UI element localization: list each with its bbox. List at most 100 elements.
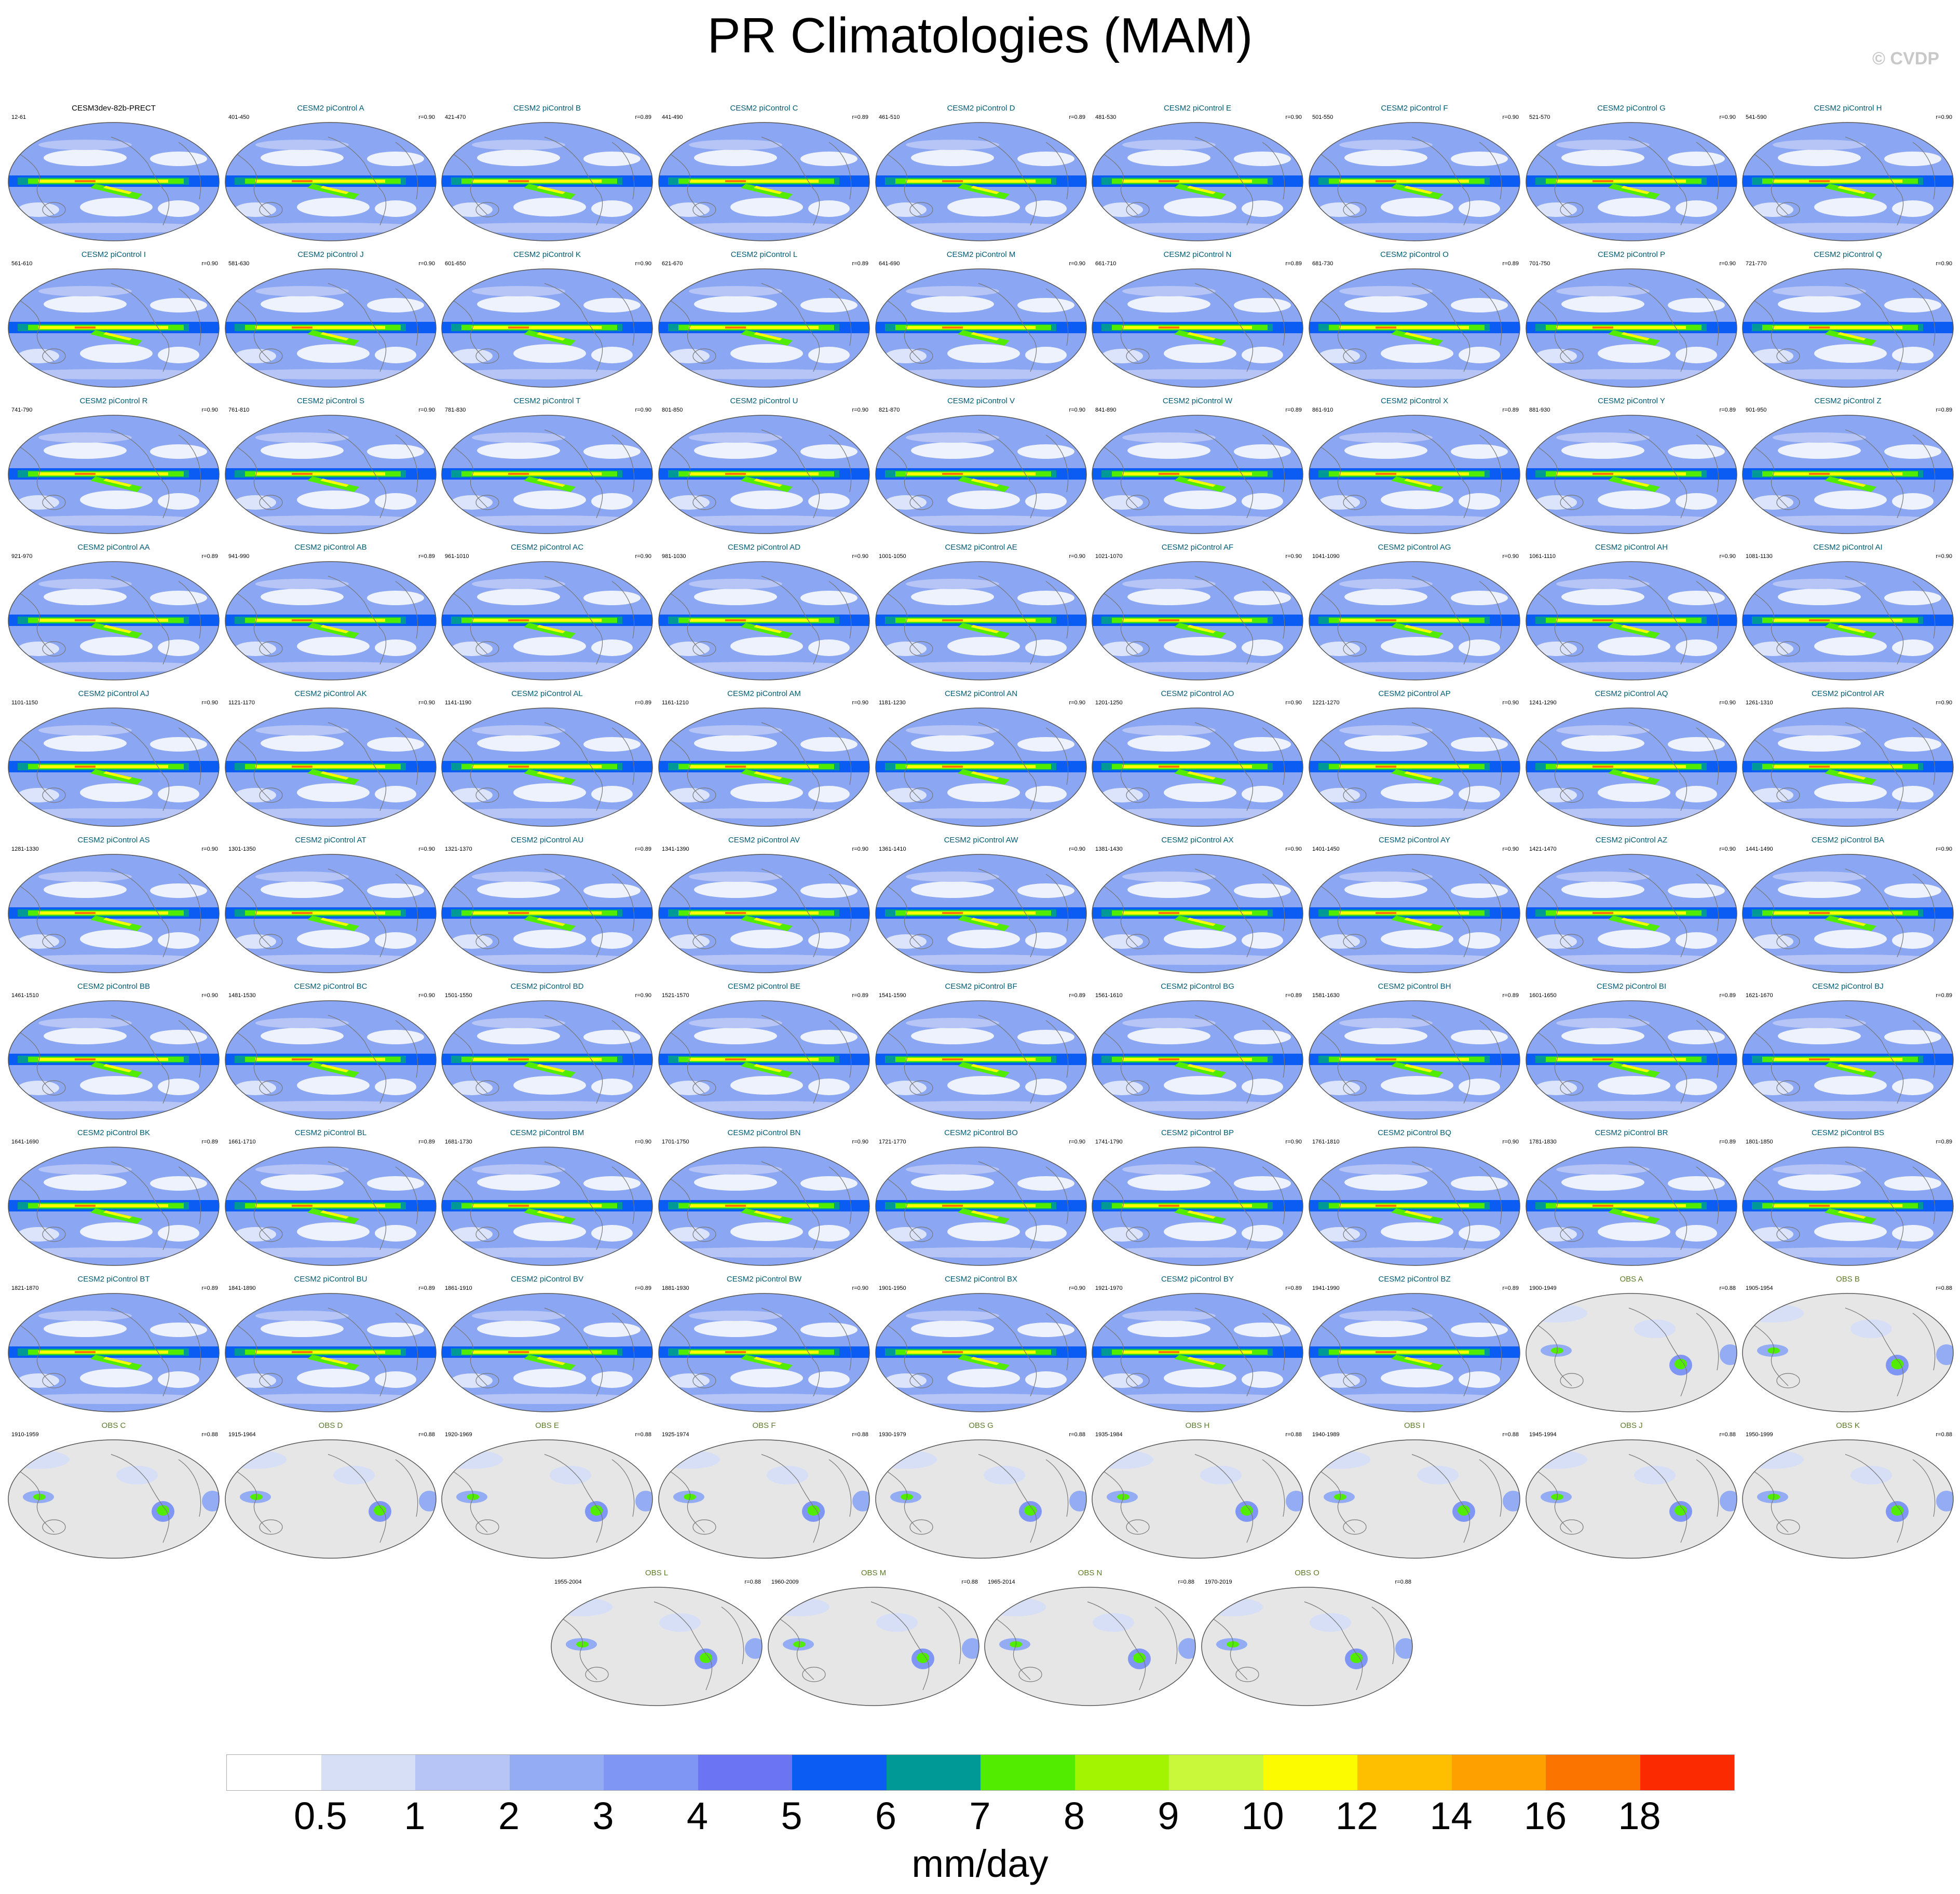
panel-correlation: r=0.90 [1936,261,1953,267]
map-panel: CESM2 piControl AO 1201-1250 r=0.90 [1091,689,1304,827]
precip-map [658,1000,870,1120]
panel-correlation: r=0.89 [1502,407,1519,413]
map-panel: CESM2 piControl AF 1021-1070 r=0.90 [1091,543,1304,681]
panel-correlation: r=0.89 [635,1285,652,1291]
panel-correlation: r=0.90 [852,1285,869,1291]
map-panel: OBS A 1900-1949 r=0.88 [1525,1275,1738,1413]
panel-correlation: r=0.90 [635,553,652,560]
panel-correlation: r=0.89 [1285,992,1302,999]
precip-map [1742,1000,1954,1120]
precip-map [1092,707,1303,827]
panel-correlation: r=0.88 [1069,1432,1086,1438]
map-panel: CESM2 piControl BX 1901-1950 r=0.90 [875,1275,1087,1413]
precip-map [225,268,437,388]
panel-correlation: r=0.88 [961,1579,978,1585]
panel-correlation: r=0.90 [201,700,219,706]
panel-title: CESM2 piControl G [1597,104,1666,113]
panel-title: CESM2 piControl AL [511,689,583,698]
panel-years: 961-1010 [445,553,469,560]
panel-title: CESM2 piControl AE [945,543,1017,552]
panel-correlation: r=0.90 [1719,114,1736,120]
panel-years: 1901-1950 [879,1285,906,1291]
precip-map [1742,415,1954,534]
map-panel: CESM2 piControl AN 1181-1230 r=0.90 [875,689,1087,827]
panel-years: 1421-1470 [1529,846,1557,852]
panel-years: 641-690 [879,261,900,267]
map-panel: CESM2 piControl BD 1501-1550 r=0.90 [441,982,654,1120]
map-panel: CESM2 piControl AU 1321-1370 r=0.89 [441,836,654,974]
precip-map [1092,415,1303,534]
precip-map [1742,1439,1954,1559]
map-panel: CESM2 piControl P 701-750 r=0.90 [1525,250,1738,388]
panel-title: CESM2 piControl BH [1378,982,1451,991]
panel-years: 661-710 [1095,261,1117,267]
panel-correlation: r=0.90 [1285,846,1302,852]
panel-years: 421-470 [445,114,466,120]
colorbar-segment [321,1755,415,1790]
precip-map [658,268,870,388]
precip-map [1092,561,1303,680]
panel-years: 1925-1974 [662,1432,689,1438]
map-panel: CESM2 piControl AZ 1421-1470 r=0.90 [1525,836,1738,974]
colorbar-units: mm/day [911,1842,1049,1885]
precip-map [1526,415,1737,534]
panel-correlation: r=0.89 [852,261,869,267]
colorbar-tick-label: 1 [404,1794,426,1837]
precip-map [8,415,220,534]
precip-map [441,707,653,827]
precip-map [658,415,870,534]
panel-years: 1741-1790 [1095,1139,1123,1145]
panel-correlation: r=0.89 [201,1139,219,1145]
map-panel: CESM2 piControl BY 1921-1970 r=0.89 [1091,1275,1304,1413]
precip-map [1092,1147,1303,1266]
map-panel: CESM2 piControl BZ 1941-1990 r=0.89 [1308,1275,1521,1413]
panel-correlation: r=0.90 [1069,261,1086,267]
panel-title: CESM2 piControl R [79,397,148,405]
precip-map [768,1587,979,1706]
panel-title: CESM2 piControl AP [1378,689,1451,698]
panel-years: 1101-1150 [11,700,38,706]
map-panel: CESM2 piControl BR 1781-1830 r=0.89 [1525,1128,1738,1266]
panel-title: CESM2 piControl AV [728,836,800,844]
panel-correlation: r=0.90 [1502,700,1519,706]
panel-correlation: r=0.90 [1069,1139,1086,1145]
precip-map [1092,1293,1303,1412]
precip-map [8,1439,220,1559]
panel-years: 921-970 [11,553,33,560]
map-panel: OBS J 1945-1994 r=0.88 [1525,1421,1738,1559]
precip-map [1742,268,1954,388]
panel-correlation: r=0.88 [852,1432,869,1438]
precip-map [225,707,437,827]
panel-years: 941-990 [228,553,250,560]
panel-title: CESM2 piControl AN [944,689,1018,698]
panel-years: 1061-1110 [1529,553,1556,560]
colorbar-segment [981,1755,1075,1790]
panel-years: 601-650 [445,261,466,267]
panel-title: CESM3dev-82b-PRECT [72,104,156,113]
panel-correlation: r=0.89 [635,700,652,706]
panel-years: 1181-1230 [879,700,906,706]
panel-title: CESM2 piControl AF [1161,543,1234,552]
map-panel: CESM2 piControl AP 1221-1270 r=0.90 [1308,689,1521,827]
panel-title: CESM2 piControl S [296,397,365,405]
map-panel: CESM2 piControl BG 1561-1610 r=0.89 [1091,982,1304,1120]
colorbar-tick-label: 9 [1158,1794,1179,1837]
panel-years: 1841-1890 [228,1285,256,1291]
precip-map [225,561,437,680]
panel-years: 901-950 [1746,407,1767,413]
precip-map [1526,122,1737,241]
panel-years: 461-510 [879,114,900,120]
colorbar-tick-label: 2 [498,1794,520,1837]
map-panel: CESM2 piControl AE 1001-1050 r=0.90 [875,543,1087,681]
precip-map [875,854,1087,973]
panel-correlation: r=0.88 [635,1432,652,1438]
panel-correlation: r=0.90 [1719,846,1736,852]
panel-correlation: r=0.88 [744,1579,761,1585]
colorbar-tick-label: 10 [1241,1794,1284,1837]
map-panel: OBS H 1935-1984 r=0.88 [1091,1421,1304,1559]
panel-years: 12-61 [11,114,26,120]
panel-title: CESM2 piControl BU [294,1275,367,1284]
colorbar-tick-label: 0.5 [294,1794,347,1837]
map-panel: CESM2 piControl BW 1881-1930 r=0.90 [658,1275,870,1413]
colorbar-segment [1451,1755,1546,1790]
